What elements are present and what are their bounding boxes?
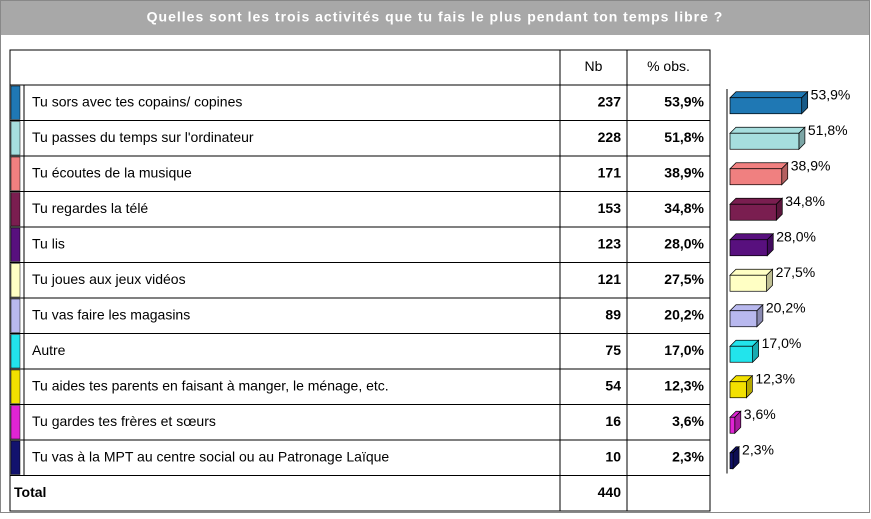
color-strip xyxy=(10,298,21,333)
color-strip xyxy=(10,121,21,156)
bar xyxy=(729,310,758,328)
percent: 2,3% xyxy=(672,448,704,464)
count: 75 xyxy=(605,342,621,358)
bar-label: 2,3% xyxy=(742,441,774,457)
count: 237 xyxy=(598,93,622,109)
percent: 53,9% xyxy=(664,93,704,109)
color-strip xyxy=(10,405,21,440)
percent: 34,8% xyxy=(664,200,704,216)
count: 121 xyxy=(598,271,622,287)
row-label: Tu écoutes de la musique xyxy=(32,164,192,180)
bar xyxy=(729,203,777,221)
bar-top xyxy=(729,162,789,170)
bar-side-shade xyxy=(781,162,788,185)
row-label: Tu passes du temps sur l'ordinateur xyxy=(32,129,254,145)
bar xyxy=(729,132,800,150)
bar-label: 53,9% xyxy=(811,86,851,102)
bar xyxy=(729,381,747,399)
percent: 17,0% xyxy=(664,342,704,358)
total: 440 xyxy=(598,484,622,500)
bar-label: 28,0% xyxy=(776,228,816,244)
bar-side-shade xyxy=(766,269,773,292)
row-label: Tu joues aux jeux vidéos xyxy=(32,271,186,287)
percent: 38,9% xyxy=(664,164,704,180)
row-label: Autre xyxy=(32,342,66,358)
bar-side-shade xyxy=(767,233,774,256)
color-strip xyxy=(10,440,21,475)
color-strip xyxy=(10,85,21,120)
bar xyxy=(729,274,767,292)
bar-side-shade xyxy=(752,340,759,363)
column-header: Nb xyxy=(585,58,603,74)
count: 171 xyxy=(598,164,622,180)
count: 153 xyxy=(598,200,622,216)
percent: 20,2% xyxy=(664,306,704,322)
bar-label: 17,0% xyxy=(762,335,802,351)
count: 89 xyxy=(605,306,621,322)
count: 228 xyxy=(598,129,622,145)
percent: 28,0% xyxy=(664,235,704,251)
bar xyxy=(729,239,768,257)
bar-side-shade xyxy=(756,304,763,327)
bar xyxy=(729,452,734,470)
bar-side-shade xyxy=(733,446,740,469)
percent: 12,3% xyxy=(664,377,704,393)
bar xyxy=(729,416,736,434)
total-label: Total xyxy=(14,484,46,500)
color-strip xyxy=(10,263,21,298)
chart-title: Quelles sont les trois activités que tu … xyxy=(147,9,724,25)
row-label: Tu gardes tes frères et sœurs xyxy=(32,413,216,429)
percent: 27,5% xyxy=(664,271,704,287)
bar-side-shade xyxy=(801,91,808,114)
bar-top xyxy=(729,233,775,241)
row-label: Tu vas faire les magasins xyxy=(32,306,190,322)
count: 54 xyxy=(605,377,621,393)
bar-label: 12,3% xyxy=(755,370,795,386)
bar-label: 38,9% xyxy=(791,157,831,173)
row-label: Tu sors avec tes copains/ copines xyxy=(32,93,242,109)
color-strip xyxy=(10,369,21,404)
color-strip xyxy=(10,156,21,191)
title-bar xyxy=(1,1,869,35)
bar xyxy=(729,168,783,186)
bar xyxy=(729,97,803,115)
column-header: % obs. xyxy=(647,58,690,74)
bar-label: 20,2% xyxy=(766,299,806,315)
percent: 51,8% xyxy=(664,129,704,145)
color-strip xyxy=(10,192,21,227)
bar-top xyxy=(729,126,806,134)
bar-label: 27,5% xyxy=(776,264,816,280)
count: 10 xyxy=(605,448,621,464)
bar-top xyxy=(729,197,784,205)
bar xyxy=(729,345,753,363)
count: 123 xyxy=(598,235,622,251)
row-label: Tu regardes la télé xyxy=(32,200,148,216)
row-label: Tu lis xyxy=(32,235,65,251)
table-border xyxy=(9,49,711,512)
bar-side-shade xyxy=(746,375,753,398)
row-label: Tu vas à la MPT au centre social ou au P… xyxy=(32,448,389,464)
bar-side-shade xyxy=(734,411,741,434)
bar-label: 3,6% xyxy=(744,406,776,422)
bar-top xyxy=(729,91,809,99)
bar-side-shade xyxy=(776,198,783,221)
percent: 3,6% xyxy=(672,413,704,429)
row-label: Tu aides tes parents en faisant à manger… xyxy=(32,377,389,393)
color-strip xyxy=(10,334,21,369)
bar-label: 51,8% xyxy=(808,122,848,138)
bar-side-shade xyxy=(798,127,805,150)
count: 16 xyxy=(605,413,621,429)
color-strip xyxy=(10,227,21,262)
bar-label: 34,8% xyxy=(785,193,825,209)
bar-top xyxy=(729,268,774,276)
